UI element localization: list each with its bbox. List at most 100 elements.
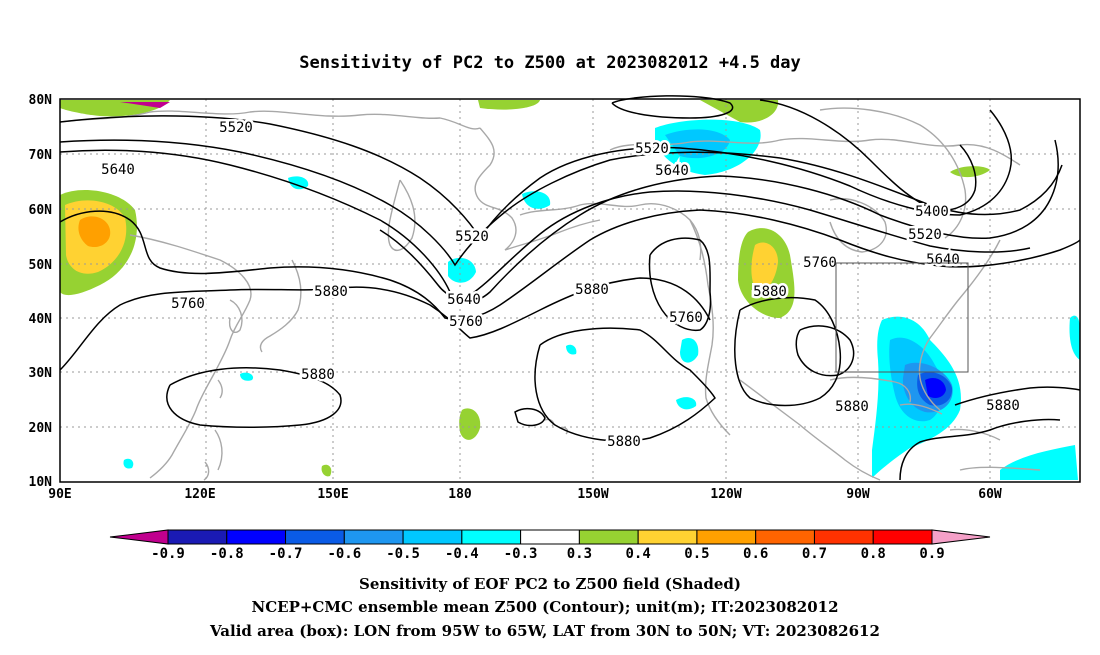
coastline-hudson-bay [829, 198, 887, 253]
contour-label: 5760 [449, 314, 483, 330]
colorbar-label: -0.3 [504, 546, 538, 562]
coastline-alaska [519, 202, 702, 261]
lat-label: 70N [29, 148, 53, 163]
contour-5880-a [59, 277, 711, 371]
colorbar-swatch [461, 529, 522, 545]
coastline-cuba [899, 403, 943, 415]
coastline-gulf [829, 376, 912, 403]
coastline-canada-arctic [609, 137, 1021, 166]
map-title: Sensitivity of PC2 to Z500 at 2023082012… [299, 53, 801, 73]
lon-label: 90W [846, 487, 870, 502]
plot-frame [59, 98, 1081, 483]
contour-label: 5520 [908, 227, 942, 243]
lat-label: 50N [29, 258, 53, 273]
contour-label: 5760 [803, 255, 837, 271]
coastline-asia-north [59, 110, 481, 130]
colorbar-arrow-low [109, 529, 169, 545]
coastline-aleutians [504, 219, 601, 251]
coastline-kamchatka [387, 179, 416, 252]
contour-5880-south [899, 418, 1061, 481]
positive-patch-pacific [459, 408, 481, 440]
coastline-east-na [918, 239, 1001, 411]
colorbar: -0.9 -0.8 -0.7 -0.6 -0.5 -0.4 -0.3 0.3 0.4 0.5 0.6… [109, 529, 991, 562]
contour-5880-east [954, 386, 1081, 406]
contour-label: 5880 [314, 284, 348, 300]
contour-label: 5880 [301, 367, 335, 383]
lon-label: 120W [710, 487, 741, 502]
lat-axis: 80N 70N 60N 50N 40N 30N 20N 10N [29, 93, 53, 490]
negative-patch-pacific-1 [680, 337, 699, 363]
colorbar-label: 0.8 [861, 546, 886, 562]
colorbar-swatch [285, 529, 345, 545]
lat-label: 20N [29, 421, 53, 436]
coastline-japan [259, 259, 302, 353]
colorbar-label: -0.4 [445, 546, 479, 562]
contour-label: 5880 [753, 284, 787, 300]
lon-label: 150W [577, 487, 608, 502]
colorbar-label: -0.8 [210, 546, 244, 562]
positive-patch-small-pacific [321, 464, 332, 477]
contour-label: 5760 [171, 296, 205, 312]
caption-line-1: Sensitivity of EOF PC2 to Z500 field (Sh… [359, 575, 741, 593]
lat-label: 60N [29, 203, 53, 218]
contour-label: 5520 [219, 120, 253, 136]
coastline-caribbean [949, 428, 1041, 471]
contour-label: 5640 [447, 292, 481, 308]
contour-5400-greenland [759, 99, 977, 212]
lat-label: 30N [29, 366, 53, 381]
positive-patch-asia-core [78, 216, 111, 248]
colorbar-label: -0.5 [386, 546, 420, 562]
contour-5640-b [379, 190, 1031, 299]
negative-patch-small-asia-2 [240, 372, 254, 381]
contour-label: 5640 [926, 252, 960, 268]
negative-patch-small-1 [288, 176, 309, 190]
contour-5880-d [795, 325, 855, 377]
negative-patch-top-left [120, 102, 170, 108]
contour-label: 5520 [635, 141, 669, 157]
colorbar-label: 0.6 [743, 546, 768, 562]
positive-patch-top-mid [700, 100, 779, 123]
contour-label: 5880 [835, 399, 869, 415]
lon-axis: 90E 120E 150E 180 150W 120W 90W 60W [48, 487, 1002, 502]
plot-area: 5520 5640 5520 5520 5640 5400 5520 5640 … [59, 95, 1081, 483]
contour-5880-small [514, 407, 546, 427]
coastline-taiwan [217, 379, 223, 399]
coastline-mexico [739, 379, 881, 481]
contour-5760-b [648, 237, 712, 332]
colorbar-label: -0.7 [269, 546, 303, 562]
colorbar-label: 0.3 [567, 546, 592, 562]
colorbar-label: -0.9 [151, 546, 185, 562]
colorbar-label: 0.7 [802, 546, 827, 562]
valid-area-box [835, 262, 969, 373]
contour-label: 5760 [669, 310, 703, 326]
contour-label: 5520 [455, 229, 489, 245]
sensitivity-shading [60, 100, 1080, 480]
lon-label: 90E [48, 487, 71, 502]
colorbar-swatch [578, 529, 639, 545]
colorbar-swatch [872, 529, 933, 545]
colorbar-swatch [813, 529, 874, 545]
negative-patch-atlantic [1000, 445, 1078, 480]
colorbar-label: -0.6 [327, 546, 361, 562]
lon-label: 150E [317, 487, 348, 502]
lon-label: 120E [184, 487, 215, 502]
contour-5640-a [59, 139, 1060, 303]
coastline-philippines [203, 429, 223, 481]
colorbar-swatch [520, 529, 580, 545]
colorbar-swatch [402, 529, 463, 545]
lon-label: 180 [448, 487, 472, 502]
contour-5880-b [534, 327, 716, 442]
negative-patch-small-asia [123, 458, 134, 469]
positive-patch-top [478, 100, 540, 110]
colorbar-swatch [696, 529, 757, 545]
colorbar-swatch [755, 529, 815, 545]
colorbar-label: 0.9 [919, 546, 944, 562]
negative-patch-pacific-3 [566, 344, 577, 355]
colorbar-arrow-high [931, 529, 991, 545]
positive-patch-us-west-core [751, 242, 778, 291]
lat-label: 10N [29, 475, 53, 490]
contour-label: 5880 [575, 282, 609, 298]
colorbar-swatch [343, 529, 404, 545]
